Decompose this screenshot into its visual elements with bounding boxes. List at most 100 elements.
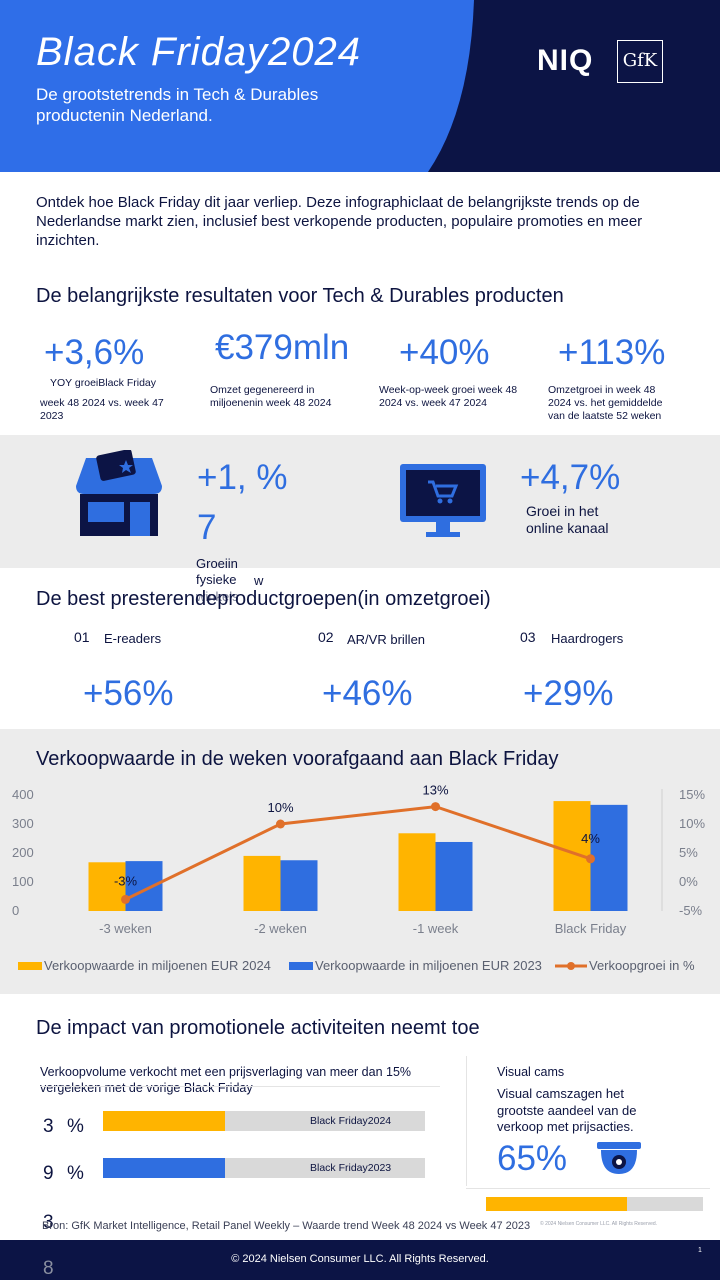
kpi-avg-value: +113% [558, 333, 666, 372]
y-axis-tick-label: 100 [12, 874, 34, 889]
source-note: Bron: GfK Market Intelligence, Retail Pa… [42, 1220, 531, 1232]
legend-label-2024: Verkoopwaarde in miljoenen EUR 2024 [44, 958, 271, 973]
promo-overflow-digit: 8 [43, 1258, 54, 1279]
promo-left-text: Verkoopvolume verkocht met een prijsverl… [40, 1065, 412, 1095]
y2-axis-tick-label: -5% [679, 903, 703, 918]
x-axis-tick-label: Black Friday [555, 921, 627, 936]
group-index: 03 [520, 629, 536, 645]
promo-pct-2023-sign: % [67, 1163, 84, 1184]
footer-copyright: © 2024 Nielsen Consumer LLC. All Rights … [231, 1253, 489, 1265]
promo-overflow-digit: 3 [43, 1212, 54, 1233]
legend-swatch-2023 [289, 961, 313, 970]
y-axis-tick-label: 200 [12, 845, 34, 860]
group-value: +29% [523, 674, 614, 713]
promo-bar-2024 [103, 1111, 425, 1131]
online-shop-monitor-icon [400, 464, 486, 537]
promo-right-divider [466, 1188, 710, 1189]
bar-2024 [398, 833, 436, 911]
intro-text: Ontdek hoe Black Friday dit jaar verliep… [36, 194, 643, 249]
store-icon [76, 450, 162, 536]
legend-label-growth: Verkoopgroei in % [589, 958, 695, 973]
growth-point [121, 894, 130, 904]
y2-axis-tick-label: 15% [679, 787, 705, 802]
promo-right-text: Visual camszagen het grootste aandeel va… [497, 1086, 637, 1134]
growth-data-label: 10% [267, 800, 293, 815]
promo-bar-2023 [103, 1158, 425, 1178]
header-blue-shape [0, 0, 474, 172]
results-title: De belangrijkste resultaten voor Tech & … [36, 285, 564, 307]
physical-growth-label: Groeiin fysieke [196, 556, 238, 587]
x-axis-tick-label: -3 weken [99, 921, 152, 936]
promo-bar-2023-label: Black Friday2023 [310, 1162, 392, 1174]
promo-pct-2023-digit: 9 [43, 1163, 54, 1184]
gfk-logo: GfK [617, 40, 663, 83]
kpi-revenue-label: Omzet gegenereerd in miljoenenin week 48… [210, 384, 332, 409]
chart-title: Verkoopwaarde in de weken voorafgaand aa… [36, 748, 559, 770]
legend-item-2023: Verkoopwaarde in miljoenen EUR 2023 [289, 958, 542, 973]
kpi-revenue-value: €379mln [215, 328, 350, 367]
physical-growth-digit: 7 [197, 508, 217, 547]
online-growth-value: +4,7% [520, 458, 621, 497]
y-axis-tick-label: 400 [12, 787, 34, 802]
y-axis-tick-label: 300 [12, 816, 34, 831]
promo-right-title: Visual cams [497, 1065, 565, 1079]
promo-bar-2024-label: Black Friday2024 [310, 1115, 392, 1127]
legend-item-growth: Verkoopgroei in % [555, 958, 695, 973]
promo-pct-2024-sign: % [67, 1116, 84, 1137]
security-camera-icon [597, 1142, 641, 1174]
page-number: 1 [698, 1247, 702, 1254]
group-index: 02 [318, 629, 334, 645]
legend-line-swatch [555, 961, 587, 970]
legend-label-2023: Verkoopwaarde in miljoenen EUR 2023 [315, 958, 542, 973]
group-value: +56% [83, 674, 174, 713]
promo-vertical-divider [466, 1056, 467, 1186]
footer: © 2024 Nielsen Consumer LLC. All Rights … [0, 1240, 720, 1280]
group-name: E-readers [104, 631, 162, 646]
promo-divider [40, 1086, 440, 1087]
group-index: 01 [74, 629, 90, 645]
promo-pct-2024-digit: 3 [43, 1116, 54, 1137]
physical-growth-label-hidden: winkels [196, 589, 239, 604]
bar-2024 [243, 855, 281, 911]
sales-chart: 400 300 200 100 0 15% 10% 5% 0% -5% -3 weken -2 wek… [12, 783, 705, 936]
growth-point [586, 854, 595, 864]
niq-logo: NIQ [537, 44, 594, 77]
kpi-yoy-period: week 48 2024 vs. week 47 2023 [40, 397, 164, 422]
growth-data-label: -3% [114, 873, 138, 888]
y2-axis-tick-label: 10% [679, 816, 705, 831]
x-axis-tick-label: -1 week [413, 921, 459, 936]
y2-axis-tick-label: 0% [679, 874, 698, 889]
kpi-yoy-value: +3,6% [44, 333, 145, 372]
page-title: Black Friday2024 [36, 30, 362, 74]
y2-axis-tick-label: 5% [679, 845, 698, 860]
group-name: Haardrogers [551, 631, 624, 646]
kpi-wow-label: Week-op-week groei week 48 2024 vs. week… [379, 384, 518, 409]
kpi-yoy-label: YOY groeiBlack Friday [50, 377, 157, 389]
online-growth-label: Groei in het online kanaal [526, 503, 609, 536]
page-subtitle: De grootstetrends in Tech & Durables pro… [36, 85, 319, 125]
bar-2023 [280, 860, 318, 911]
physical-growth-label-w: w [254, 573, 264, 588]
group-value: +46% [322, 674, 413, 713]
growth-data-label: 13% [422, 783, 448, 798]
growth-data-label: 4% [581, 831, 600, 846]
legend-item-2024: Verkoopwaarde in miljoenen EUR 2024 [18, 958, 271, 973]
bar-2023 [435, 841, 473, 911]
groups-title: De best presterendeproductgroepen(in omz… [36, 588, 491, 610]
promo-right-value: 65% [497, 1139, 568, 1178]
kpi-avg-label: Omzetgroei in week 48 2024 vs. het gemid… [548, 384, 663, 422]
bar-2024 [88, 862, 126, 911]
x-axis-tick-label: -2 weken [254, 921, 307, 936]
growth-point [276, 819, 285, 829]
growth-point [431, 802, 440, 812]
legend-swatch-2024 [18, 961, 42, 970]
physical-growth-value: +1, % [197, 458, 288, 497]
kpi-wow-value: +40% [399, 333, 490, 372]
bar-2023 [590, 804, 628, 911]
promo-bar-2024-fill [103, 1111, 226, 1131]
promo-bar-2023-fill [103, 1158, 226, 1178]
tiny-copyright: © 2024 Nielsen Consumer LLC. All Rights … [540, 1221, 658, 1227]
promo-title: De impact van promotionele activiteiten … [36, 1017, 480, 1039]
y-axis-tick-label: 0 [12, 903, 19, 918]
group-name: AR/VR brillen [347, 632, 426, 647]
